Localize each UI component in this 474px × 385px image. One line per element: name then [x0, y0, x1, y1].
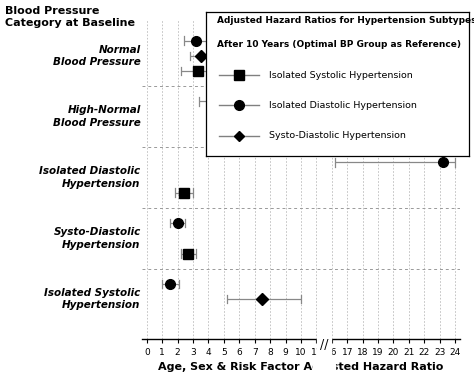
- Text: Normal
Blood Pressure: Normal Blood Pressure: [53, 45, 141, 67]
- Text: High-Normal
Blood Pressure: High-Normal Blood Pressure: [53, 105, 141, 128]
- Bar: [313, 364, 335, 385]
- Text: Blood Pressure
Category at Baseline: Blood Pressure Category at Baseline: [5, 6, 135, 28]
- X-axis label: Age, Sex & Risk Factor Adjusted Hazard Ratio: Age, Sex & Risk Factor Adjusted Hazard R…: [158, 362, 444, 372]
- Bar: [317, 337, 331, 366]
- Text: Isolated Diastolic
Hypertension: Isolated Diastolic Hypertension: [39, 166, 141, 189]
- Text: Systo-Diastolic Hypertension: Systo-Diastolic Hypertension: [269, 131, 406, 140]
- Text: Adjusted Hazard Ratios for Hypertension Subtypes: Adjusted Hazard Ratios for Hypertension …: [217, 16, 474, 25]
- Text: Isolated Systolic
Hypertension: Isolated Systolic Hypertension: [45, 288, 141, 310]
- Text: Systo-Diastolic
Hypertension: Systo-Diastolic Hypertension: [54, 227, 141, 249]
- Text: Isolated Diastolic Hypertension: Isolated Diastolic Hypertension: [269, 101, 417, 110]
- Text: After 10 Years (Optimal BP Group as Reference): After 10 Years (Optimal BP Group as Refe…: [217, 40, 461, 49]
- Text: Isolated Systolic Hypertension: Isolated Systolic Hypertension: [269, 70, 413, 80]
- Text: //: //: [320, 339, 328, 352]
